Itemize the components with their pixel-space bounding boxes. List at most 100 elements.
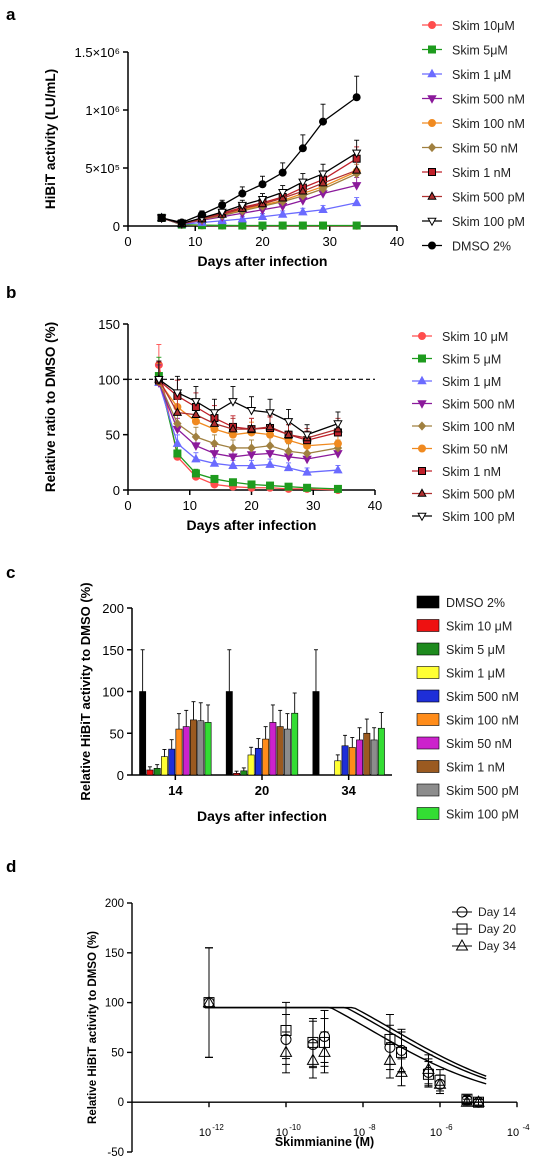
y-axis-label: Relative ratio to DMSO (%): [43, 322, 58, 492]
legend-swatch: [416, 619, 440, 632]
bar: [139, 691, 147, 776]
panel-a-label: a: [6, 5, 16, 24]
x-axis-label: Skimmianine (M): [275, 1135, 374, 1149]
x-tick-label: 40: [390, 234, 404, 249]
data-point: [351, 149, 362, 159]
series-line: [161, 202, 357, 225]
series-line: [158, 382, 339, 460]
y-tick-label: 50: [111, 1047, 124, 1059]
x-axis-label: Days after infection: [187, 517, 317, 533]
data-point: [395, 1065, 408, 1077]
data-point: [246, 423, 257, 433]
panel-a-chart: 0 10 20 30 40 0 5×10⁵ 1×10⁶ 1.5×10⁶ Days after in…: [43, 19, 525, 269]
data-point: [298, 178, 308, 188]
x-tick-label: 20: [244, 498, 258, 513]
data-point: [258, 180, 267, 189]
y-tick-label: -50: [107, 1147, 124, 1159]
data-point: [258, 221, 267, 230]
data-point: [228, 478, 237, 487]
bar: [240, 770, 248, 776]
x-tick-label: 10: [199, 1127, 211, 1139]
legend-swatch: [416, 783, 440, 797]
data-point: [209, 409, 220, 418]
legend-swatch: [416, 595, 440, 609]
data-point: [265, 421, 275, 431]
panel-d-label: d: [6, 857, 16, 876]
data-point: [318, 204, 328, 214]
y-tick-label: 0: [118, 1097, 124, 1109]
panel-b-chart: 0 10 20 30 40 0 50 100 150 Days after infection Re…: [43, 317, 515, 533]
data-point: [191, 469, 200, 478]
data-point: [191, 432, 201, 442]
data-point: [278, 221, 287, 230]
bar: [204, 722, 212, 776]
data-point: [333, 464, 343, 474]
legend-entry: Skim 1 μM: [452, 68, 511, 82]
data-point: [283, 462, 294, 472]
data-point: [318, 184, 328, 194]
legend-marker: [418, 332, 426, 340]
y-tick-label: 1×10⁶: [85, 103, 120, 118]
data-point: [246, 460, 257, 469]
data-point: [191, 442, 201, 451]
data-point: [266, 430, 275, 439]
data-point: [383, 1053, 397, 1065]
legend-marker: [427, 142, 437, 153]
bar: [312, 691, 320, 776]
data-point: [279, 1045, 293, 1057]
legend-entry: Skim 5 μM: [442, 353, 501, 367]
legend-swatch: [416, 689, 440, 703]
legend-entry: Skim 1 nM: [452, 166, 511, 180]
data-point: [202, 995, 216, 1008]
data-point: [191, 409, 201, 419]
data-point: [209, 450, 220, 459]
data-point: [472, 1095, 485, 1107]
y-tick-label: 100: [98, 372, 120, 387]
series-line: [158, 382, 338, 473]
data-point: [228, 460, 238, 469]
data-point: [302, 448, 312, 459]
x-tick-exponent: -8: [368, 1123, 376, 1132]
data-point: [303, 483, 312, 492]
bar: [161, 756, 168, 776]
legend-marker: [417, 375, 427, 385]
bar: [182, 726, 190, 776]
bar: [262, 738, 270, 776]
bar: [175, 728, 183, 776]
legend-marker: [455, 938, 469, 951]
data-point: [306, 1053, 320, 1065]
data-point: [218, 201, 227, 210]
legend-entry: Skim 10 μM: [442, 330, 508, 344]
legend-entry: Skim 500 nM: [452, 93, 525, 107]
y-tick-label: 1.5×10⁶: [75, 45, 120, 60]
data-point: [283, 429, 294, 438]
data-point: [247, 443, 256, 453]
data-point: [352, 93, 361, 102]
y-axis-label: Relative HiBiT activity to DMSO (%): [78, 582, 93, 800]
data-point: [298, 185, 308, 195]
data-point: [319, 221, 328, 230]
data-point: [173, 419, 182, 429]
bar: [146, 769, 154, 776]
x-tick-label: 30: [306, 498, 320, 513]
series-line: [158, 381, 339, 455]
legend-entry: Skim 100 nM: [446, 714, 519, 728]
data-point: [154, 376, 164, 385]
data-point: [283, 418, 294, 427]
legend-entry: DMSO 2%: [452, 240, 511, 254]
legend-marker: [427, 95, 437, 104]
data-point: [191, 417, 200, 426]
x-tick-exponent: -6: [445, 1123, 453, 1132]
data-point: [265, 409, 275, 418]
legend-swatch: [416, 760, 440, 773]
bar: [356, 739, 363, 776]
legend-entry: Skim 500 nM: [442, 398, 515, 412]
x-tick-label: 40: [368, 498, 382, 513]
data-point: [298, 221, 307, 230]
panel-c-chart: 0 50 100 150 200 14 20 34 Days after infection Re…: [78, 582, 519, 824]
legend-marker: [456, 923, 468, 935]
x-tick-label: 10: [507, 1127, 519, 1139]
data-point: [157, 213, 166, 222]
legend-swatch: [416, 807, 440, 820]
data-point: [302, 431, 312, 440]
